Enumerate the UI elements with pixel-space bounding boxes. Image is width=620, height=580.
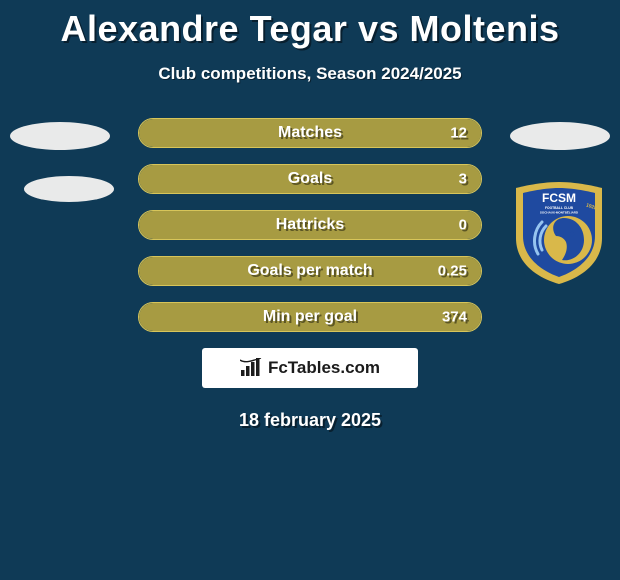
badge-initials: FCSM <box>542 191 576 205</box>
stat-fill <box>139 211 481 239</box>
brand-box: FcTables.com <box>202 348 418 388</box>
player2-avatar-placeholder <box>510 122 610 150</box>
player1-avatar-placeholder <box>10 122 110 150</box>
player1-club-placeholder <box>24 176 114 202</box>
player2-club-badge: FCSM FOOTBALL CLUB SOCHAUX-MONTBÉLIARD 1… <box>510 178 608 286</box>
page-title: Alexandre Tegar vs Moltenis <box>0 0 620 50</box>
stat-fill <box>139 165 481 193</box>
page-subtitle: Club competitions, Season 2024/2025 <box>0 64 620 84</box>
stat-fill <box>139 119 481 147</box>
stat-fill <box>139 257 481 285</box>
brand-text: FcTables.com <box>268 358 380 378</box>
date-line: 18 february 2025 <box>0 410 620 431</box>
stat-row-goals-per-match: Goals per match 0.25 <box>138 256 482 286</box>
fcsm-badge-icon: FCSM FOOTBALL CLUB SOCHAUX-MONTBÉLIARD 1… <box>510 178 608 286</box>
badge-subtext: FOOTBALL CLUB <box>545 206 574 210</box>
stat-row-min-per-goal: Min per goal 374 <box>138 302 482 332</box>
stat-row-goals: Goals 3 <box>138 164 482 194</box>
stat-row-hattricks: Hattricks 0 <box>138 210 482 240</box>
badge-subtext2: SOCHAUX-MONTBÉLIARD <box>540 210 579 215</box>
stat-row-matches: Matches 12 <box>138 118 482 148</box>
stat-fill <box>139 303 481 331</box>
bar-chart-icon <box>240 358 262 378</box>
